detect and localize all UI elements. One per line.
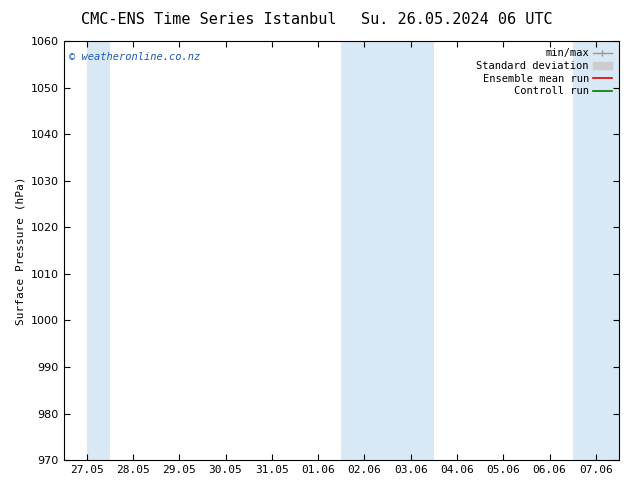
Text: © weatheronline.co.nz: © weatheronline.co.nz bbox=[69, 51, 200, 62]
Bar bbox=[341, 41, 434, 460]
Legend: min/max, Standard deviation, Ensemble mean run, Controll run: min/max, Standard deviation, Ensemble me… bbox=[472, 44, 616, 100]
Bar bbox=[87, 41, 110, 460]
Y-axis label: Surface Pressure (hPa): Surface Pressure (hPa) bbox=[15, 176, 25, 325]
Bar bbox=[573, 41, 619, 460]
Text: CMC-ENS Time Series Istanbul: CMC-ENS Time Series Istanbul bbox=[82, 12, 337, 27]
Text: Su. 26.05.2024 06 UTC: Su. 26.05.2024 06 UTC bbox=[361, 12, 552, 27]
